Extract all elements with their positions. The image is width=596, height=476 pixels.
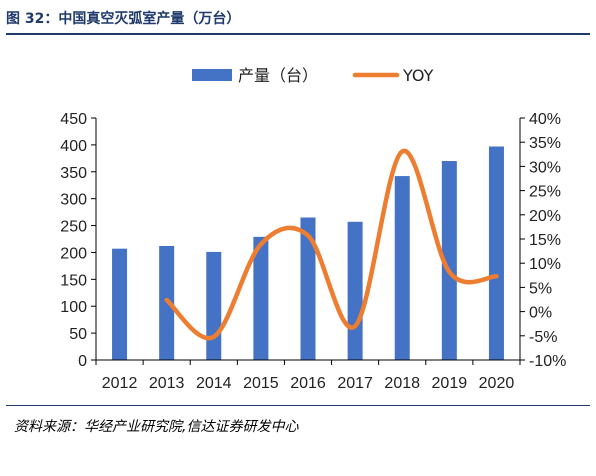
x-tick-label: 2014	[196, 375, 232, 392]
bar-2012	[112, 248, 128, 360]
legend-label-line: YOY	[402, 66, 434, 85]
x-axis: 2012 2013 2014 2015 2016 2017 2018 2019 2020	[95, 359, 521, 392]
right-tick-label: 10%	[529, 256, 561, 273]
bar-2016	[300, 217, 316, 360]
x-tick-label: 2015	[243, 375, 279, 392]
right-tick-label: 15%	[529, 232, 561, 249]
left-tick-label: 100	[60, 299, 87, 316]
right-tick-label: -5%	[529, 329, 557, 346]
left-tick-label: 0	[78, 353, 87, 370]
x-tick-label: 2017	[337, 375, 373, 392]
right-tick-label: 35%	[529, 135, 561, 152]
x-tick-label: 2018	[384, 375, 420, 392]
figure-title: 图 32：中国真空灭弧室产量（万台）	[6, 11, 241, 27]
left-y-axis: 0 50 100 150 200 250 300 350 400 450	[60, 111, 97, 370]
right-y-axis: -10% -5% 0% 5% 10% 15% 20% 25% 30% 35% 40%	[519, 111, 566, 370]
legend-label-bar: 产量（台）	[238, 66, 318, 85]
x-tick-label: 2012	[102, 375, 138, 392]
source-divider	[6, 405, 590, 406]
left-tick-label: 300	[60, 192, 87, 209]
left-tick-label: 350	[60, 165, 87, 182]
left-tick-label: 200	[60, 245, 87, 262]
bar-series	[112, 146, 504, 360]
x-tick-label: 2016	[290, 375, 326, 392]
left-tick-label: 400	[60, 138, 87, 155]
right-tick-label: 25%	[529, 184, 561, 201]
left-tick-label: 450	[60, 111, 87, 128]
left-tick-label: 50	[69, 326, 87, 343]
right-tick-label: 40%	[529, 111, 561, 128]
source-note: 资料来源：华经产业研究院,信达证券研发中心	[14, 419, 299, 435]
title-divider	[6, 33, 590, 35]
yoy-line-series	[164, 149, 499, 341]
bar-2017	[347, 221, 363, 360]
bar-2015	[253, 236, 269, 360]
right-tick-label: -10%	[529, 353, 566, 370]
right-tick-label: 5%	[529, 280, 552, 297]
bar-2018	[394, 176, 410, 360]
bar-2019	[441, 161, 457, 360]
yoy-line	[164, 149, 499, 341]
right-tick-label: 20%	[529, 208, 561, 225]
legend-swatch-bar	[192, 69, 232, 81]
left-tick-label: 250	[60, 219, 87, 236]
left-tick-label: 150	[60, 272, 87, 289]
bar-2020	[488, 146, 504, 360]
x-tick-label: 2019	[432, 375, 468, 392]
bar-2014	[206, 251, 222, 360]
x-tick-label: 2020	[479, 375, 515, 392]
x-tick-label: 2013	[149, 375, 185, 392]
right-tick-label: 30%	[529, 159, 561, 176]
legend: 产量（台） YOY	[192, 66, 434, 85]
right-tick-label: 0%	[529, 305, 552, 322]
